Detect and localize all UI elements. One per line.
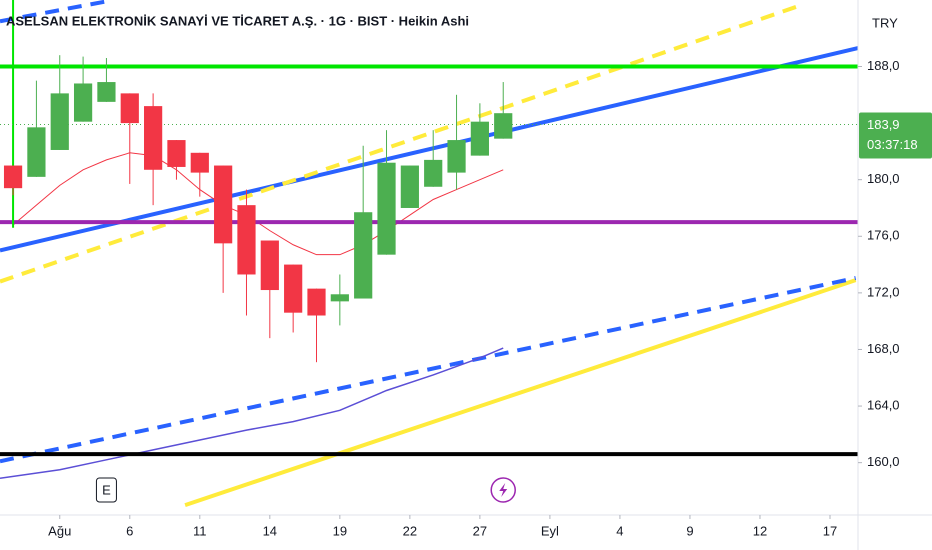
trend-line [0, 46, 859, 253]
y-tick-label: 180,0 [867, 171, 900, 186]
x-tick-label: 27 [473, 523, 487, 538]
y-tick-label: 168,0 [867, 341, 900, 356]
price-label-box [859, 112, 932, 159]
x-tick-label: 17 [823, 523, 837, 538]
y-tick-label: 188,0 [867, 58, 900, 73]
event-label: E [102, 482, 111, 497]
y-tick-label: 164,0 [867, 397, 900, 412]
x-tick-label: Ağu [48, 523, 71, 538]
event-marker [95, 477, 117, 503]
x-tick-label: 19 [333, 523, 347, 538]
currency: TRY [872, 15, 898, 30]
trend-line [0, 347, 504, 479]
candle-body [27, 127, 46, 177]
candle-body [214, 165, 233, 244]
candle-body [50, 93, 69, 150]
price-label: 183,9 [867, 117, 900, 132]
candle-body [377, 162, 396, 255]
trend-line [0, 276, 857, 464]
candle-body [494, 113, 513, 139]
y-tick-label: 160,0 [867, 454, 900, 469]
candle-body [447, 140, 466, 173]
x-tick-label: 4 [616, 523, 623, 538]
x-tick-label: 6 [126, 523, 133, 538]
candle-body [144, 106, 163, 170]
x-tick-label: 12 [753, 523, 767, 538]
countdown: 03:37:18 [867, 137, 918, 152]
x-tick-label: Eyl [541, 523, 559, 538]
candle-body [354, 212, 373, 299]
trend-line [0, 3, 801, 284]
candle-body [3, 165, 23, 189]
candle-body [167, 140, 186, 167]
candle-body [190, 152, 209, 173]
candle-body [470, 121, 489, 156]
x-tick-label: 22 [403, 523, 417, 538]
candle-body [330, 294, 349, 302]
plot-area [0, 0, 859, 507]
candle-body [400, 165, 419, 208]
y-tick-label: 172,0 [867, 284, 900, 299]
trend-line [0, 0, 111, 24]
candle-body [237, 205, 256, 275]
candle-body [73, 83, 93, 122]
candle-body [260, 240, 279, 291]
candle-body [120, 93, 139, 124]
y-tick-label: 176,0 [867, 228, 900, 243]
x-tick-label: 14 [263, 523, 277, 538]
chart-title: ASELSAN ELEKTRONİK SANAYİ VE TİCARET A.Ş… [6, 13, 469, 28]
event-icon [499, 483, 508, 497]
x-tick-label: 9 [686, 523, 693, 538]
candle-body [307, 288, 326, 316]
candle-body [424, 159, 443, 187]
candle-body [284, 264, 303, 313]
trend-line [184, 278, 857, 507]
candle-body [97, 82, 116, 102]
x-tick-label: 11 [193, 523, 207, 538]
